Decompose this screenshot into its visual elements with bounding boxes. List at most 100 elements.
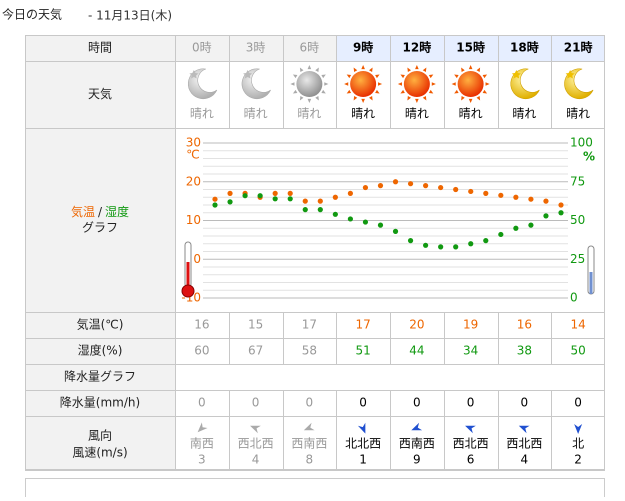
sun-ray <box>482 89 488 94</box>
weather-text: 晴れ <box>190 107 214 121</box>
sun-ray <box>422 67 427 73</box>
y-tick-label: 20 <box>186 174 201 188</box>
wind-direction: 西北西 <box>506 437 542 451</box>
y-unit: ℃ <box>186 148 199 162</box>
data-point <box>438 244 444 250</box>
sun-ray <box>428 74 434 79</box>
y-tick-label: 0 <box>193 252 201 266</box>
humidity-value: 67 <box>248 344 263 358</box>
temp-value: 19 <box>463 318 478 332</box>
data-point <box>483 190 489 196</box>
sun-ray <box>315 95 319 101</box>
wind-direction: 北 <box>572 437 584 451</box>
time-header: 12時 <box>403 40 432 55</box>
row-label: 降水量グラフ <box>64 370 136 384</box>
sun-ray <box>292 74 298 79</box>
rain-value: 0 <box>467 396 475 410</box>
sun-ray <box>353 67 358 73</box>
weather-text: 晴れ <box>297 107 321 121</box>
data-point <box>272 196 278 202</box>
data-point <box>453 186 459 193</box>
rain-value: 0 <box>521 396 529 410</box>
sun-ray <box>407 95 411 101</box>
sun-disc <box>350 71 377 97</box>
sun-ray <box>299 95 304 101</box>
sun-ray <box>400 89 405 94</box>
sun-ray <box>315 67 319 73</box>
weather-icon <box>564 68 594 100</box>
data-point <box>212 202 218 208</box>
row-label: 風向 <box>88 428 112 443</box>
sun-ray <box>482 74 488 79</box>
humidity-value: 51 <box>355 344 370 358</box>
wind-arrow <box>250 425 261 434</box>
data-point <box>468 241 474 247</box>
wind-direction: 西北西 <box>453 437 489 451</box>
data-point <box>362 219 369 225</box>
thermometer-level <box>186 262 190 287</box>
sun-ray <box>321 89 326 94</box>
data-point <box>453 244 459 250</box>
time-header: 18時 <box>510 40 539 55</box>
sun-ray <box>378 82 383 86</box>
data-point <box>332 211 338 217</box>
sun-ray <box>321 74 326 79</box>
wind-arrow-head <box>518 425 530 434</box>
sun-ray <box>324 82 329 86</box>
data-point <box>423 242 429 248</box>
sun-ray <box>476 95 481 101</box>
temp-value: 17 <box>302 318 317 332</box>
temp-value: 16 <box>517 318 532 332</box>
wind-speed: 9 <box>413 453 421 467</box>
sun-ray <box>361 65 365 70</box>
rain-value: 0 <box>413 396 421 410</box>
wind-speed: 1 <box>359 453 367 467</box>
wind-arrow <box>518 425 530 434</box>
y2-tick-label: 50 <box>570 213 585 227</box>
data-point <box>528 196 534 202</box>
sun-ray <box>454 89 459 94</box>
weather-icon <box>451 65 490 103</box>
data-point <box>347 216 353 222</box>
weather-text: 晴れ <box>405 107 429 121</box>
wind-arrow <box>357 422 366 434</box>
sun-ray <box>476 67 481 73</box>
sun-ray <box>407 67 411 73</box>
data-point <box>287 190 293 196</box>
wind-speed: 8 <box>306 453 314 467</box>
data-point <box>407 238 414 244</box>
time-header: 6時 <box>300 41 320 55</box>
data-point <box>317 207 323 213</box>
y2-unit: % <box>583 150 595 164</box>
humidity-value: 50 <box>570 344 585 358</box>
sun-ray <box>468 98 473 103</box>
row-label: 風速(m/s) <box>72 446 127 460</box>
humidity-value: 58 <box>302 344 317 358</box>
humidity-value: 44 <box>409 344 424 358</box>
sun-ray <box>346 89 352 94</box>
sun-ray <box>299 67 304 73</box>
rain-value: 0 <box>252 396 260 410</box>
header-now-bg <box>551 35 605 61</box>
time-header: 3時 <box>246 41 266 55</box>
weather-icon <box>397 65 436 103</box>
data-point <box>257 193 263 199</box>
rain-value: 0 <box>198 396 206 410</box>
data-point <box>483 238 489 244</box>
sun-disc <box>296 71 323 97</box>
data-point <box>377 222 384 228</box>
page-title: 今日の天気 <box>2 7 62 22</box>
row-label: 降水量(mm/h) <box>60 396 140 410</box>
sun-ray <box>353 95 358 101</box>
weather-text: 晴れ <box>351 107 375 121</box>
weather-icon <box>510 68 540 100</box>
data-point <box>558 202 564 208</box>
data-point <box>528 222 534 228</box>
table-border <box>25 35 605 470</box>
data-point <box>362 184 369 191</box>
weather-text: 晴れ <box>566 107 590 121</box>
data-point <box>347 190 353 196</box>
data-point <box>212 196 218 202</box>
wind-direction: 北北西 <box>345 437 381 451</box>
